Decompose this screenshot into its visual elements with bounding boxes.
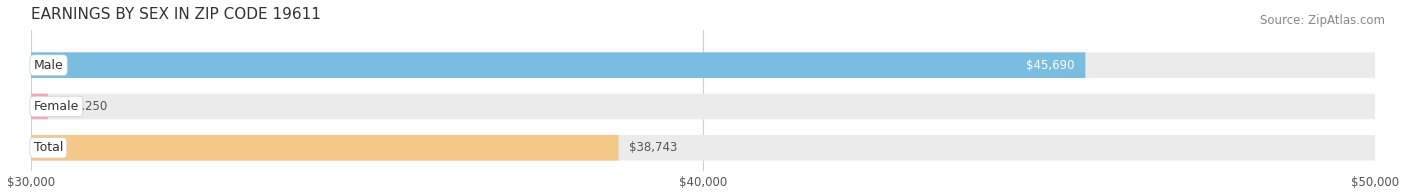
FancyBboxPatch shape — [31, 135, 1375, 161]
FancyBboxPatch shape — [31, 52, 1085, 78]
FancyBboxPatch shape — [31, 52, 1375, 78]
Text: Total: Total — [34, 141, 63, 154]
FancyBboxPatch shape — [31, 135, 619, 161]
FancyBboxPatch shape — [31, 94, 1375, 119]
Text: Male: Male — [34, 59, 63, 72]
Text: Source: ZipAtlas.com: Source: ZipAtlas.com — [1260, 14, 1385, 27]
Text: $45,690: $45,690 — [1026, 59, 1074, 72]
Text: EARNINGS BY SEX IN ZIP CODE 19611: EARNINGS BY SEX IN ZIP CODE 19611 — [31, 7, 321, 22]
Text: Female: Female — [34, 100, 79, 113]
FancyBboxPatch shape — [31, 94, 48, 119]
Text: $38,743: $38,743 — [630, 141, 678, 154]
Text: $30,250: $30,250 — [59, 100, 107, 113]
